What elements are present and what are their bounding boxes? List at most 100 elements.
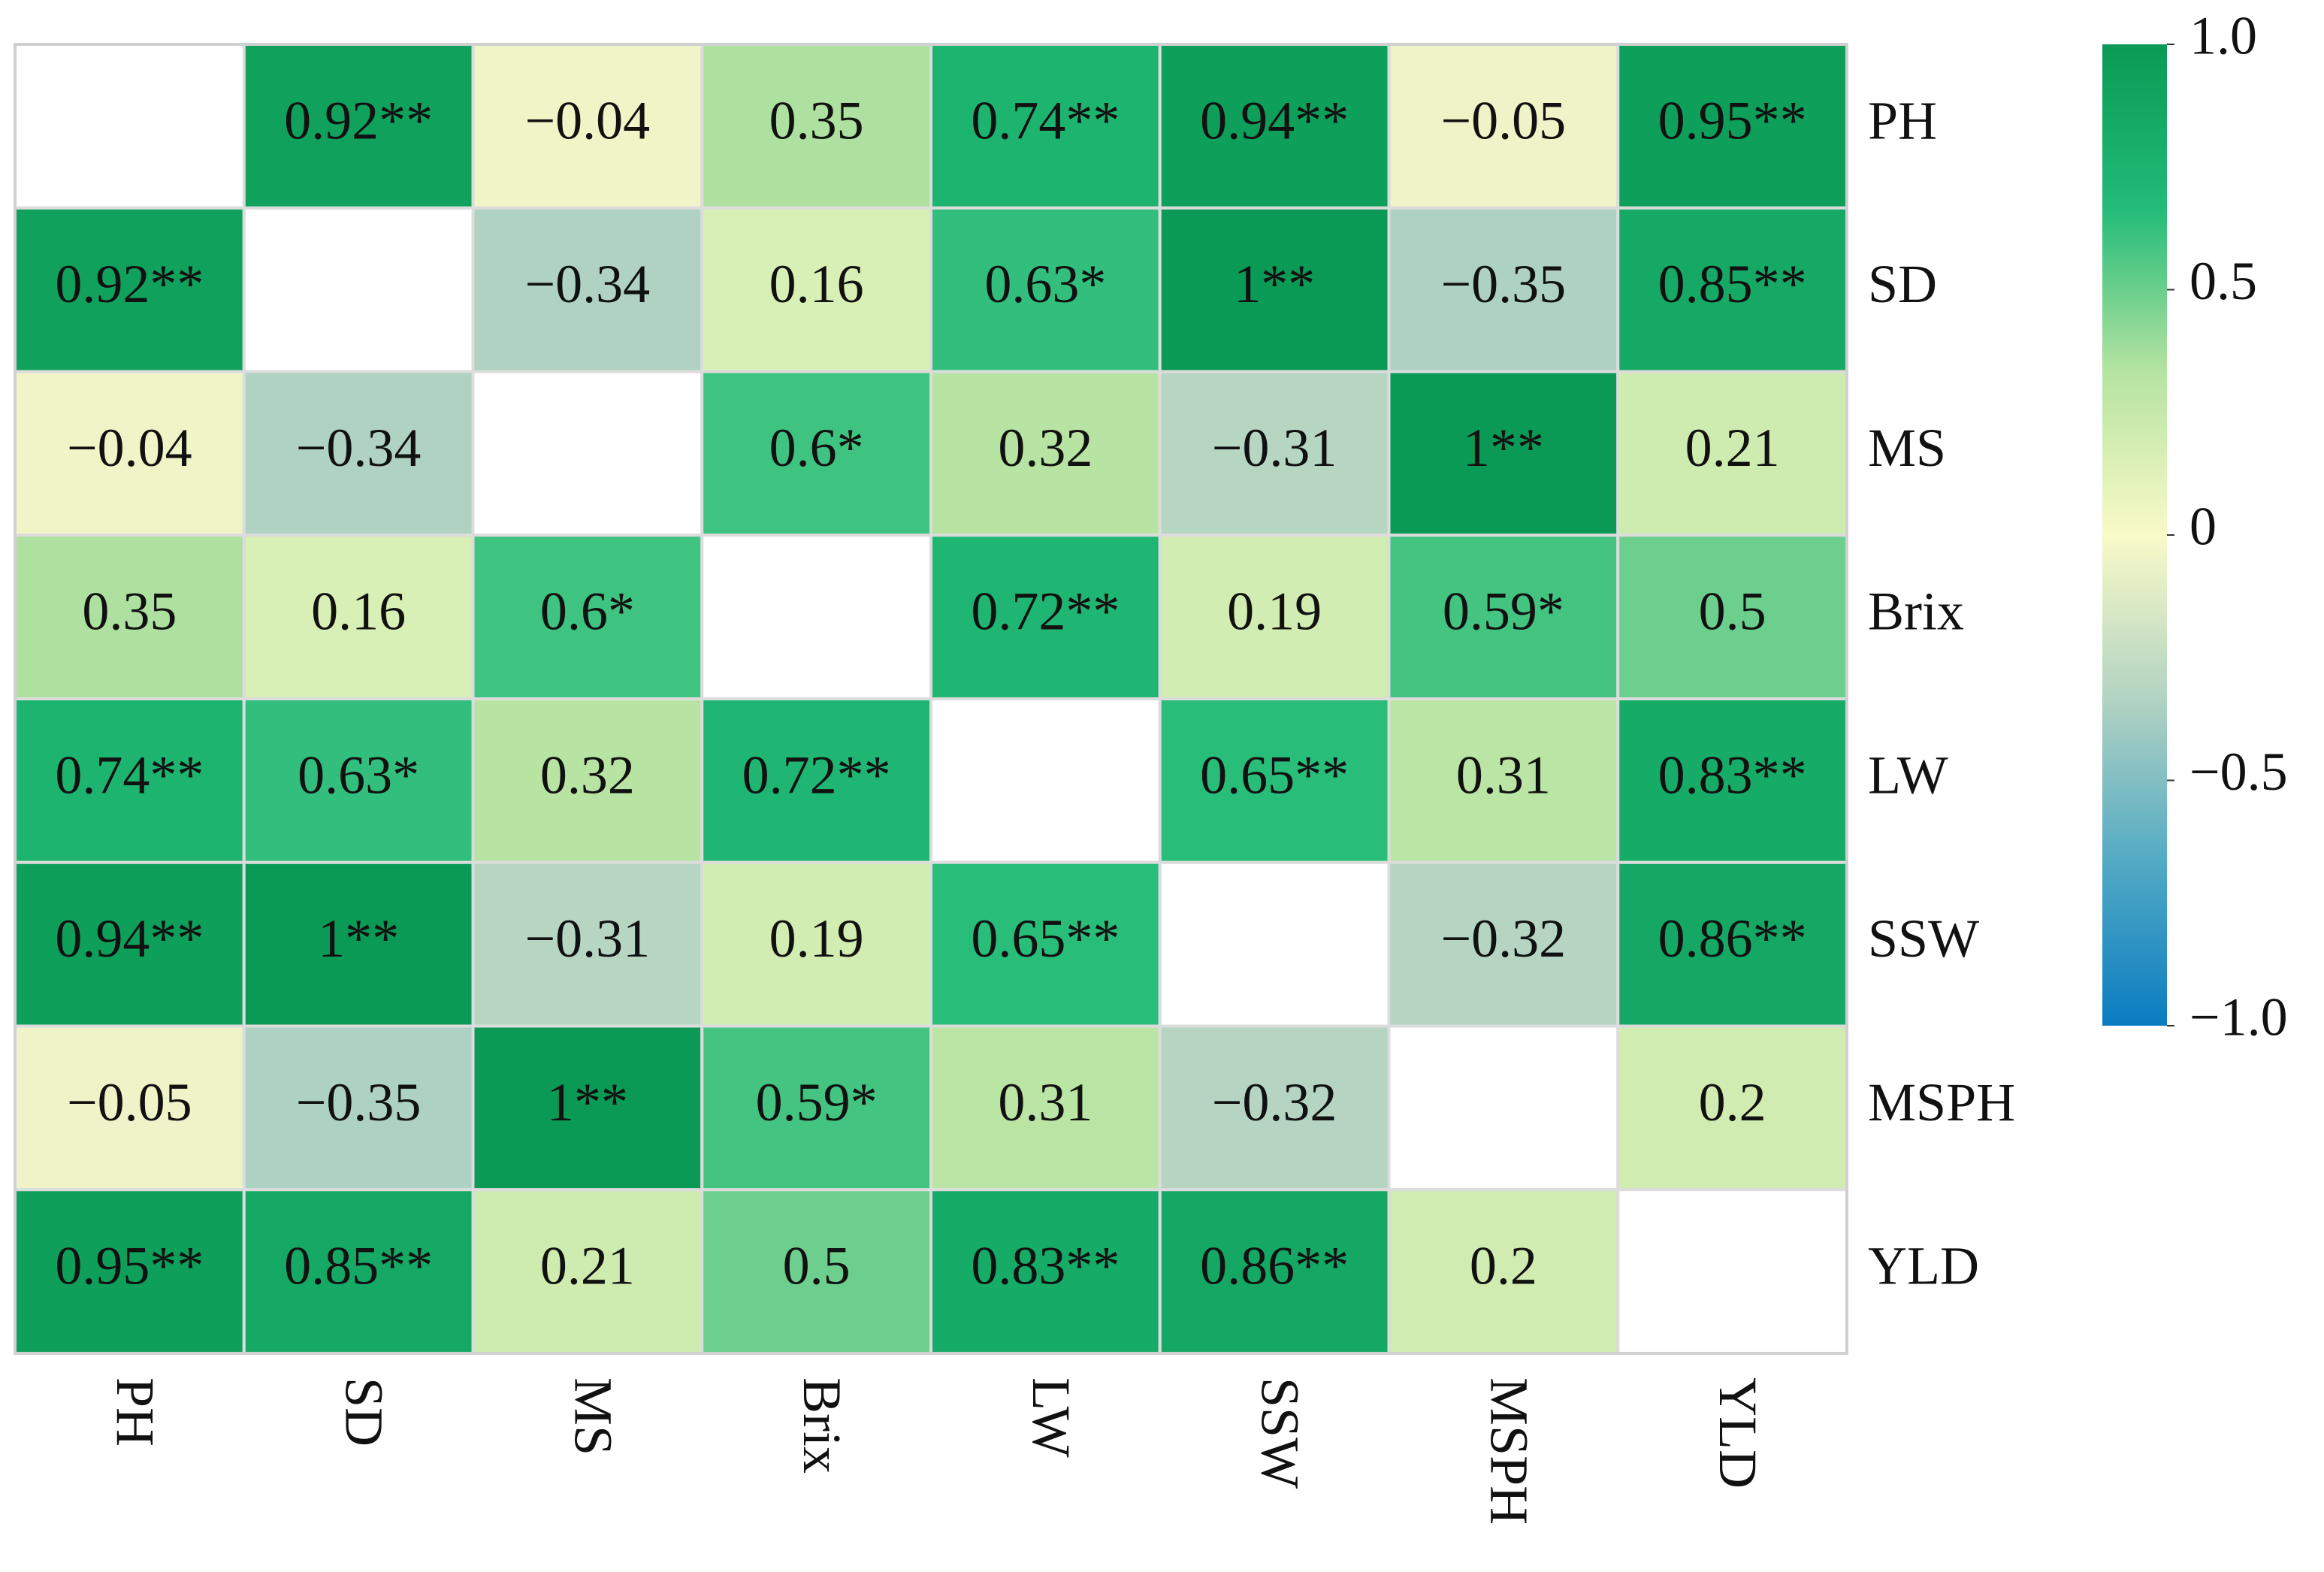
cell (700, 1188, 932, 1355)
cell-label: 1** (318, 908, 399, 969)
cell-label: 0.31 (998, 1072, 1092, 1132)
cell-label: 1** (547, 1072, 628, 1132)
cell-label: 0.92** (55, 254, 204, 314)
x-tick-label: PH (105, 1377, 165, 1447)
cell (929, 534, 1162, 700)
cell (1616, 534, 1848, 700)
cell-label: −0.32 (1441, 908, 1567, 969)
cell-label: 0.16 (769, 254, 864, 314)
cell-label: 0.83** (971, 1236, 1120, 1296)
cell-label: 0.21 (540, 1236, 635, 1296)
x-tick-label: MSPH (1479, 1377, 1539, 1525)
cell-label: −0.35 (296, 1072, 422, 1132)
cell-label: 0.35 (82, 582, 177, 642)
cell-label: −0.04 (525, 90, 651, 150)
cell-label: −0.34 (296, 418, 422, 478)
cell (929, 1024, 1162, 1192)
cell (1616, 370, 1848, 537)
cell-label: 0.6* (540, 582, 635, 642)
cell-label: 0.2 (1470, 1236, 1537, 1296)
cell-label: 0.16 (311, 582, 406, 642)
cell-label: 0.85** (1658, 254, 1807, 314)
cell (1158, 1188, 1391, 1355)
y-tick-label: SSW (1868, 908, 1979, 969)
cell-label: 0.72** (971, 582, 1120, 642)
cell (242, 370, 475, 537)
y-tick-label: MSPH (1868, 1072, 2015, 1132)
cell-label: 0.65** (1200, 745, 1349, 805)
cell-label: −0.05 (1441, 90, 1567, 150)
cell-label: 0.74** (971, 90, 1120, 150)
cell (471, 1024, 704, 1192)
empty-cell (700, 534, 932, 700)
x-tick-label: Brix (792, 1377, 852, 1474)
empty-cell (929, 697, 1162, 864)
cell-label: −0.34 (525, 254, 651, 314)
cell-label: 0.86** (1658, 908, 1807, 969)
cell (242, 534, 475, 700)
cell-label: 0.92** (284, 90, 433, 150)
cell (929, 370, 1162, 537)
cell (14, 1024, 246, 1192)
cell-label: 0.94** (55, 908, 204, 969)
cell (700, 1024, 932, 1192)
x-tick-label: SD (334, 1377, 394, 1447)
cell (1387, 43, 1620, 210)
cell-label: 1** (1463, 418, 1544, 478)
cell (242, 860, 475, 1028)
cell-label: 1** (1234, 254, 1315, 314)
colorbar (2102, 44, 2167, 1026)
cell-label: −0.05 (67, 1072, 192, 1132)
cell-label: −0.04 (67, 418, 192, 478)
cell-label: 0.19 (769, 908, 864, 969)
colorbar-tick-label: −1.0 (2190, 987, 2288, 1047)
empty-cell (1387, 1024, 1620, 1192)
cell (14, 1188, 246, 1355)
cell-label: 0.95** (55, 1236, 204, 1296)
cell (242, 43, 475, 210)
cell (1158, 206, 1391, 373)
cell-label: 0.72** (742, 745, 891, 805)
empty-cell (1616, 1188, 1848, 1355)
cell-label: 0.94** (1200, 90, 1349, 150)
cell-label: 0.85** (284, 1236, 433, 1296)
y-tick-label: Brix (1868, 582, 1964, 642)
empty-cell (14, 43, 246, 210)
cell (1158, 370, 1391, 537)
cell (700, 370, 932, 537)
cell-label: −0.31 (525, 908, 651, 969)
x-tick-label: SSW (1250, 1377, 1310, 1489)
cell-label: −0.32 (1212, 1072, 1337, 1132)
plot-border (14, 43, 1848, 1355)
x-tick-label: MS (563, 1377, 623, 1456)
cell-label: 0.5 (783, 1236, 851, 1296)
cell (929, 1188, 1162, 1355)
cell (1616, 1024, 1848, 1192)
cell-label: 0.83** (1658, 745, 1807, 805)
cell-label: 0.31 (1456, 745, 1551, 805)
empty-cell (471, 370, 704, 537)
x-tick-label: YLD (1708, 1377, 1768, 1489)
colorbar-tick-label: 0.5 (2190, 251, 2257, 311)
cell-label: 0.32 (998, 418, 1092, 478)
y-tick-label: LW (1868, 745, 1948, 805)
cell-label: 0.74** (55, 745, 204, 805)
cell (14, 697, 246, 864)
cell-label: 0.6* (769, 418, 864, 478)
cell (1387, 370, 1620, 537)
y-tick-label: MS (1868, 418, 1946, 478)
cell (1616, 206, 1848, 373)
cell-label: 0.63* (298, 745, 419, 805)
cell-label: 0.19 (1227, 582, 1322, 642)
cell (242, 1188, 475, 1355)
cell-label: 0.5 (1699, 582, 1766, 642)
cell-label: 0.2 (1699, 1072, 1766, 1132)
colorbar-tick-label: −0.5 (2190, 742, 2288, 802)
cell (471, 43, 704, 210)
cell-label: 0.59* (1443, 582, 1564, 642)
y-tick-label: PH (1868, 90, 1937, 150)
cell (1387, 1188, 1620, 1355)
y-tick-label: SD (1868, 254, 1937, 314)
